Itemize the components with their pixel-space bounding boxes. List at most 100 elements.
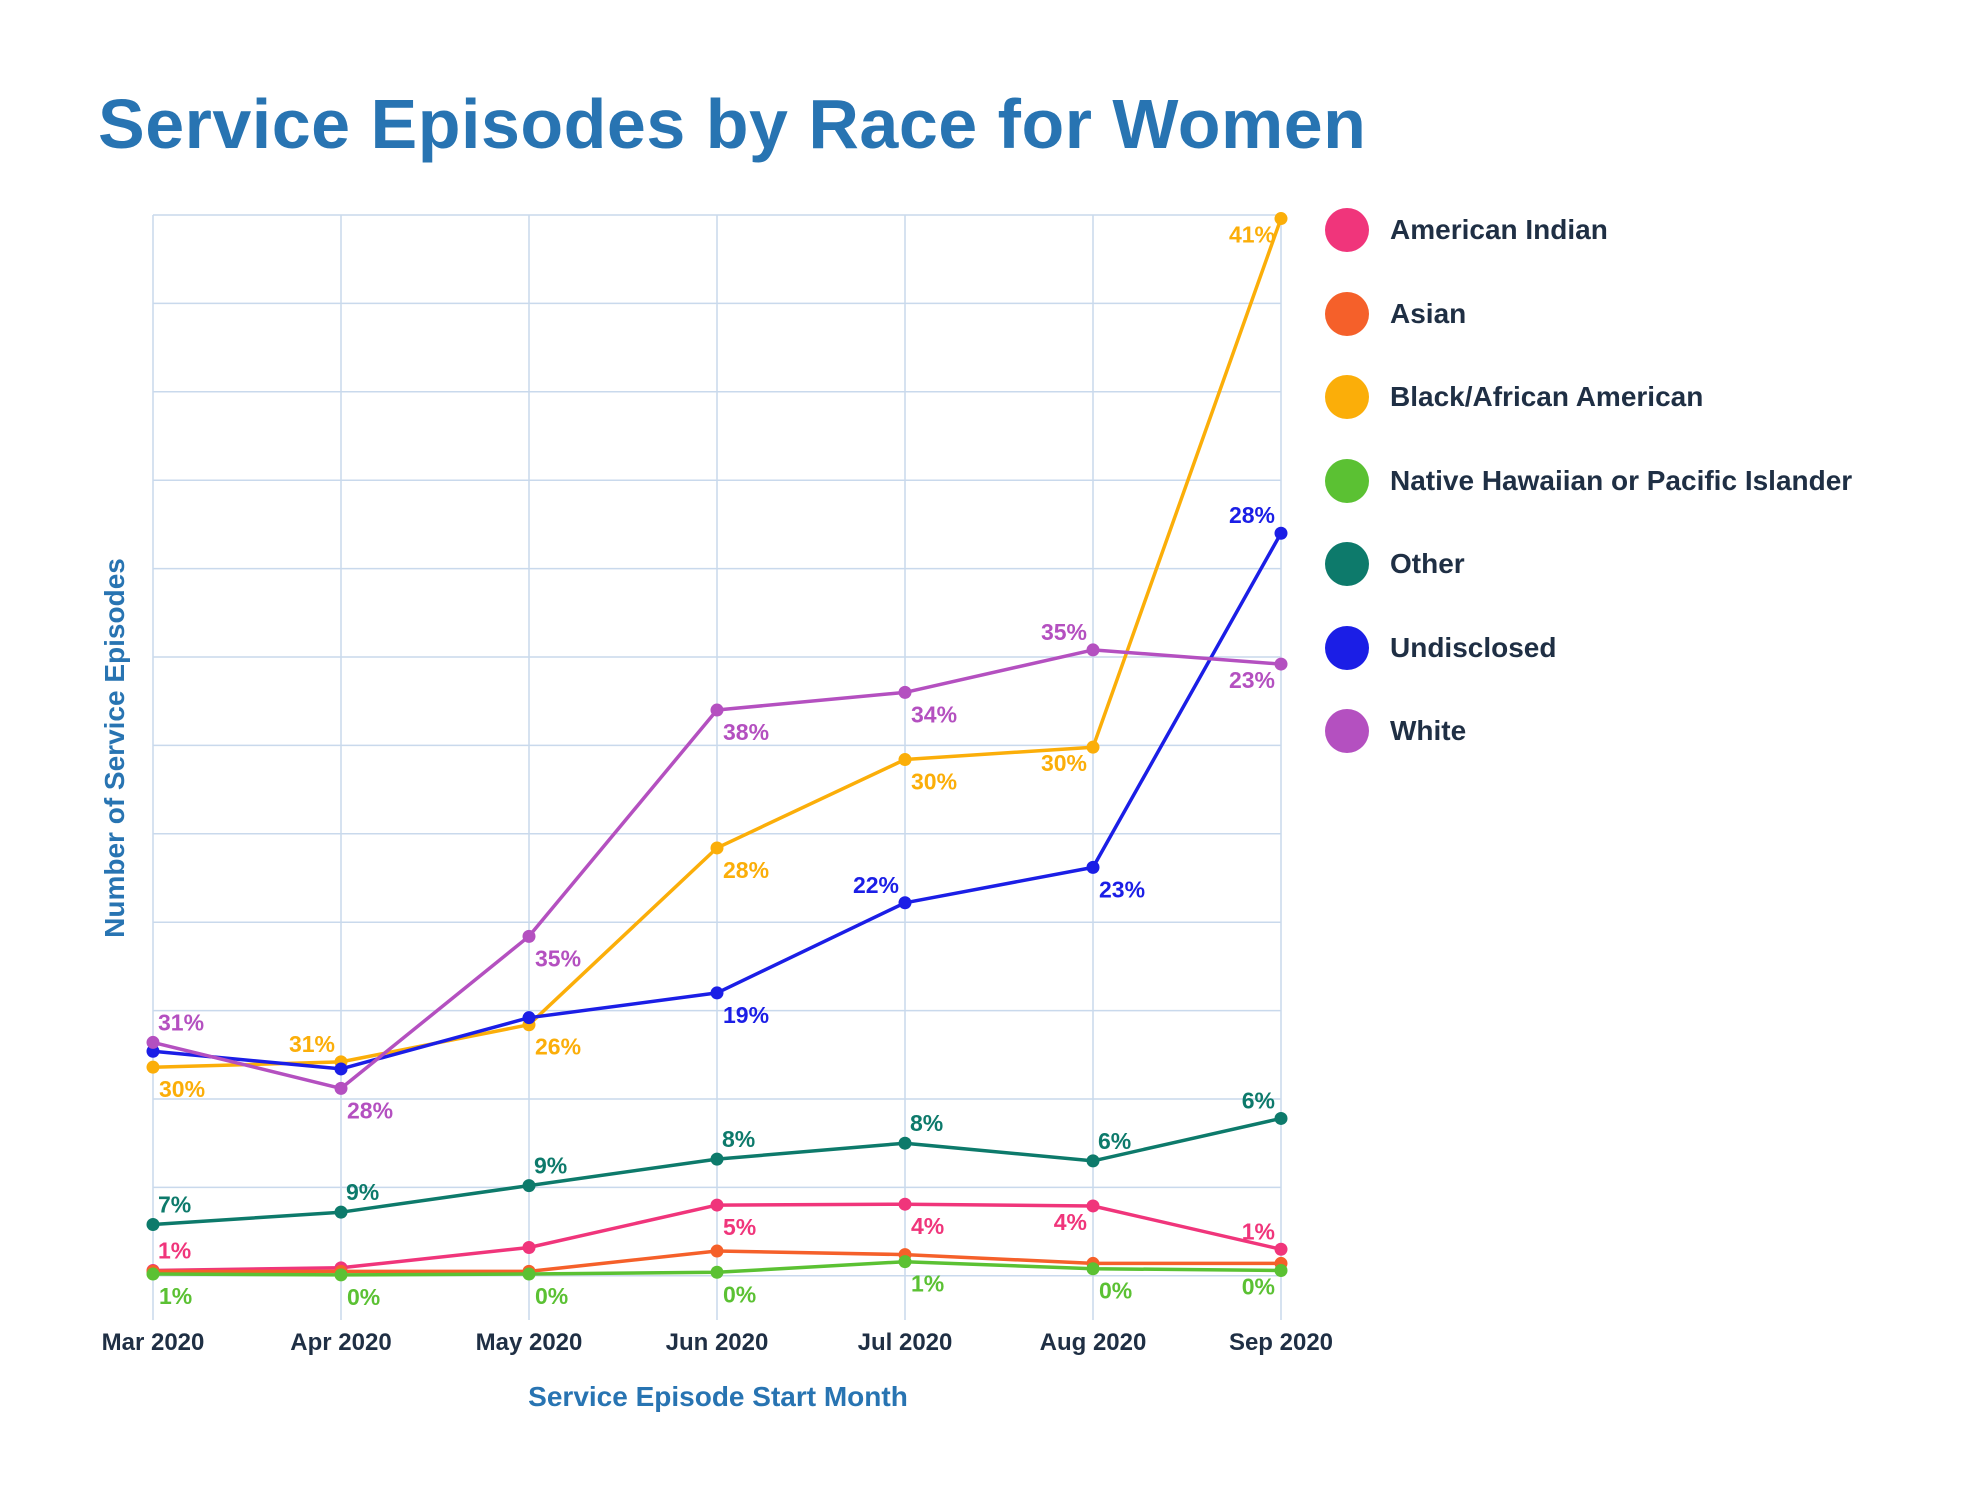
- data-point: [334, 1081, 348, 1095]
- data-label: 4%: [1054, 1209, 1087, 1235]
- x-tick-label: Sep 2020: [1229, 1329, 1333, 1356]
- data-label: 28%: [1229, 502, 1275, 528]
- data-point: [522, 929, 536, 943]
- data-label: 1%: [911, 1271, 944, 1297]
- data-label: 0%: [347, 1284, 380, 1310]
- data-label: 0%: [1099, 1278, 1132, 1304]
- data-point: [522, 1241, 536, 1255]
- data-label: 7%: [158, 1192, 191, 1218]
- data-point: [710, 703, 724, 717]
- data-point: [146, 1267, 160, 1281]
- legend-item[interactable]: American Indian: [1325, 205, 1608, 255]
- x-tick-label: May 2020: [476, 1329, 583, 1356]
- data-point: [1086, 1199, 1100, 1213]
- data-label: 22%: [853, 872, 899, 898]
- data-point: [1086, 643, 1100, 657]
- legend-item[interactable]: Native Hawaiian or Pacific Islander: [1325, 456, 1852, 506]
- x-tick-label: Aug 2020: [1040, 1329, 1147, 1356]
- data-label: 19%: [723, 1002, 769, 1028]
- data-point: [1274, 526, 1288, 540]
- data-label: 0%: [1242, 1273, 1275, 1299]
- legend-swatch: [1325, 208, 1369, 252]
- legend-label: Other: [1390, 548, 1465, 579]
- data-label: 8%: [722, 1126, 755, 1152]
- data-label: 26%: [535, 1034, 581, 1060]
- data-label: 28%: [347, 1097, 393, 1123]
- data-label: 0%: [535, 1283, 568, 1309]
- y-axis-label: Number of Service Episodes: [99, 558, 130, 938]
- data-point: [334, 1062, 348, 1076]
- data-label: 34%: [911, 701, 957, 727]
- data-point: [1274, 657, 1288, 671]
- data-point: [522, 1179, 536, 1193]
- data-point: [1086, 740, 1100, 754]
- data-label: 28%: [723, 857, 769, 883]
- data-point: [334, 1268, 348, 1282]
- data-point: [898, 1136, 912, 1150]
- data-label: 6%: [1242, 1087, 1275, 1113]
- legend-swatch: [1325, 291, 1369, 336]
- data-point: [1086, 860, 1100, 874]
- data-label: 31%: [289, 1031, 335, 1057]
- legend-label: Asian: [1390, 297, 1467, 329]
- data-label: 31%: [158, 1009, 204, 1035]
- legend-item[interactable]: Other: [1325, 539, 1465, 589]
- data-label: 38%: [723, 719, 769, 745]
- data-point: [710, 986, 724, 1000]
- legend-swatch: [1325, 542, 1369, 586]
- data-point: [146, 1218, 160, 1232]
- data-label: 30%: [911, 769, 957, 795]
- data-label: 35%: [1041, 619, 1087, 645]
- data-point: [898, 896, 912, 910]
- data-point: [522, 1267, 536, 1281]
- data-point: [146, 1060, 160, 1074]
- data-label: 35%: [535, 945, 581, 971]
- data-label: 41%: [1229, 222, 1275, 248]
- legend-item[interactable]: White: [1325, 706, 1466, 756]
- data-label: 0%: [723, 1281, 756, 1307]
- legend-item[interactable]: Asian: [1325, 289, 1466, 339]
- legend-swatch: [1325, 458, 1369, 503]
- x-tick-label: Jun 2020: [666, 1329, 769, 1356]
- data-point: [1274, 1263, 1288, 1277]
- legend-label: Native Hawaiian or Pacific Islander: [1390, 464, 1853, 496]
- data-point: [334, 1205, 348, 1219]
- data-point: [710, 1244, 724, 1258]
- data-point: [1274, 212, 1288, 226]
- data-label: 1%: [158, 1237, 191, 1263]
- data-label: 5%: [723, 1214, 756, 1240]
- legend-item[interactable]: Undisclosed: [1325, 623, 1556, 673]
- chart-title: Service Episodes by Race for Women: [98, 85, 1367, 163]
- data-label: 4%: [911, 1213, 944, 1239]
- data-label: 23%: [1099, 876, 1145, 902]
- x-tick-label: Jul 2020: [858, 1329, 953, 1356]
- legend-swatch: [1325, 625, 1369, 670]
- legend-label: Undisclosed: [1390, 631, 1557, 663]
- data-label: 9%: [346, 1179, 379, 1205]
- legend-swatch: [1325, 709, 1369, 753]
- data-label: 8%: [910, 1110, 943, 1136]
- data-point: [898, 685, 912, 699]
- data-label: 1%: [1242, 1218, 1275, 1244]
- data-point: [710, 841, 724, 855]
- data-label: 6%: [1098, 1128, 1131, 1154]
- legend-item[interactable]: Black/African American: [1325, 372, 1703, 422]
- data-point: [1086, 1262, 1100, 1276]
- legend-label: American Indian: [1390, 214, 1608, 245]
- legend-label: White: [1390, 715, 1467, 746]
- data-label: 9%: [534, 1153, 567, 1179]
- data-point: [1086, 1154, 1100, 1168]
- series-points: [146, 212, 1288, 1282]
- data-point: [710, 1198, 724, 1212]
- data-point: [710, 1152, 724, 1166]
- data-point: [146, 1035, 160, 1049]
- x-tick-label: Apr 2020: [290, 1329, 391, 1356]
- data-label: 1%: [159, 1283, 192, 1309]
- data-point: [710, 1265, 724, 1279]
- data-label: 30%: [1041, 750, 1087, 776]
- legend-swatch: [1325, 375, 1369, 419]
- data-label: 30%: [159, 1076, 205, 1102]
- data-point: [898, 1197, 912, 1211]
- data-point: [522, 1011, 536, 1025]
